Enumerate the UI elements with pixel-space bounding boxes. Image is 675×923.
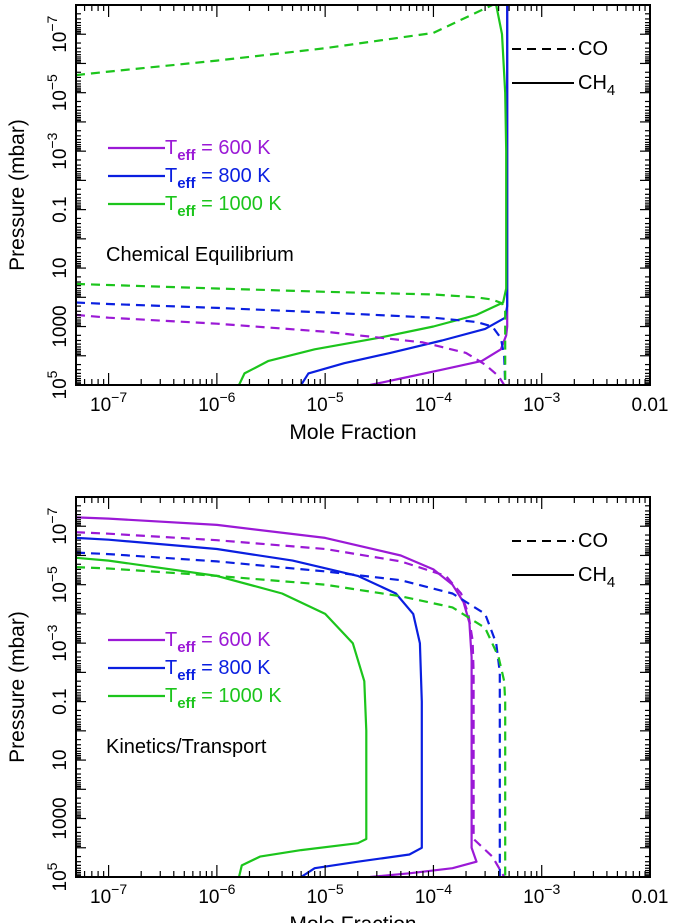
legend-label-ch: CH4 — [578, 564, 615, 591]
x-tick-label: 10−7 — [90, 881, 127, 908]
y-tick-label: 0.1 — [50, 688, 71, 714]
series-line-ch4-teff-800 — [76, 536, 423, 877]
x-tick-label: 10−3 — [523, 881, 560, 908]
x-axis-label: Mole Fraction — [289, 913, 416, 923]
legend-label-co: CO — [578, 530, 608, 552]
y-axis-label: Pressure (mbar) — [6, 119, 29, 271]
y-tick-label: 105 — [44, 862, 71, 891]
x-tick-label: 10−4 — [415, 389, 452, 416]
x-tick-label: 10−5 — [307, 389, 344, 416]
series-line-co-teff-1000 — [76, 566, 507, 877]
series-group — [76, 516, 507, 877]
x-tick-label: 10−7 — [90, 389, 127, 416]
legend-label-teff: Teff = 800 K — [165, 657, 271, 684]
legend-label-teff: Teff = 1000 K — [165, 685, 282, 712]
series-line-ch4-teff-1000 — [238, 5, 508, 385]
legend-label-teff: Teff = 1000 K — [165, 193, 282, 220]
series-line-co-teff-1000 — [76, 282, 507, 385]
x-tick-label: 10−4 — [415, 881, 452, 908]
axis-ticks — [75, 4, 651, 386]
series-line-co-teff-800 — [76, 301, 507, 385]
y-tick-label: 105 — [44, 370, 71, 399]
series-line-co-teff-1000 — [76, 5, 493, 77]
legend-label-teff: Teff = 600 K — [165, 629, 271, 656]
y-tick-label: 10−5 — [44, 566, 71, 603]
series-line-ch4-teff-800 — [300, 5, 509, 385]
y-tick-label: 10−5 — [44, 74, 71, 111]
y-tick-label: 1000 — [50, 797, 71, 839]
y-tick-label: 1000 — [50, 305, 71, 347]
legend-label-co: CO — [578, 38, 608, 60]
y-tick-label: 0.1 — [50, 196, 71, 222]
x-tick-label: 10−6 — [198, 881, 235, 908]
x-tick-label: 10−5 — [307, 881, 344, 908]
plot-frame — [75, 4, 651, 386]
y-tick-label: 10 — [50, 750, 71, 771]
species-legend: CO CH4 — [512, 530, 615, 591]
legend-label-teff: Teff = 800 K — [165, 165, 271, 192]
panel-annotation: Chemical Equilibrium — [106, 244, 294, 266]
panel-chemical-equilibrium: 10−7 10−6 10−5 10−4 10−3 0.01 10−7 10−5 10−3 0.1 1… — [6, 4, 669, 444]
y-axis-label: Pressure (mbar) — [6, 611, 29, 763]
x-axis-label: Mole Fraction — [289, 421, 416, 444]
axis-ticks — [75, 496, 651, 878]
y-tick-label: 10−7 — [44, 507, 71, 544]
y-tick-label: 10−3 — [44, 624, 71, 661]
series-group — [76, 5, 509, 385]
panel-kinetics-transport: 10−7 10−6 10−5 10−4 10−3 0.01 10−7 10−5 10−3 0.1 1… — [6, 496, 669, 923]
y-tick-label: 10−7 — [44, 15, 71, 52]
legend-label-ch: CH4 — [578, 72, 615, 99]
series-line-co-teff-800 — [76, 551, 501, 877]
series-line-co-teff-600 — [76, 531, 506, 877]
series-line-co-teff-600 — [76, 313, 506, 385]
series-line-ch4-teff-1000 — [76, 556, 368, 877]
panel-annotation: Kinetics/Transport — [106, 736, 267, 758]
plot-frame — [75, 496, 651, 878]
x-tick-label: 10−6 — [198, 389, 235, 416]
y-tick-label: 10 — [50, 258, 71, 279]
species-legend: CO CH4 — [512, 38, 615, 99]
x-tick-label: 10−3 — [523, 389, 560, 416]
x-tick-label: 0.01 — [632, 395, 669, 416]
x-tick-label: 0.01 — [632, 887, 669, 908]
y-tick-label: 10−3 — [44, 132, 71, 169]
legend-label-teff: Teff = 600 K — [165, 137, 271, 164]
series-line-ch4-teff-600 — [369, 5, 509, 385]
